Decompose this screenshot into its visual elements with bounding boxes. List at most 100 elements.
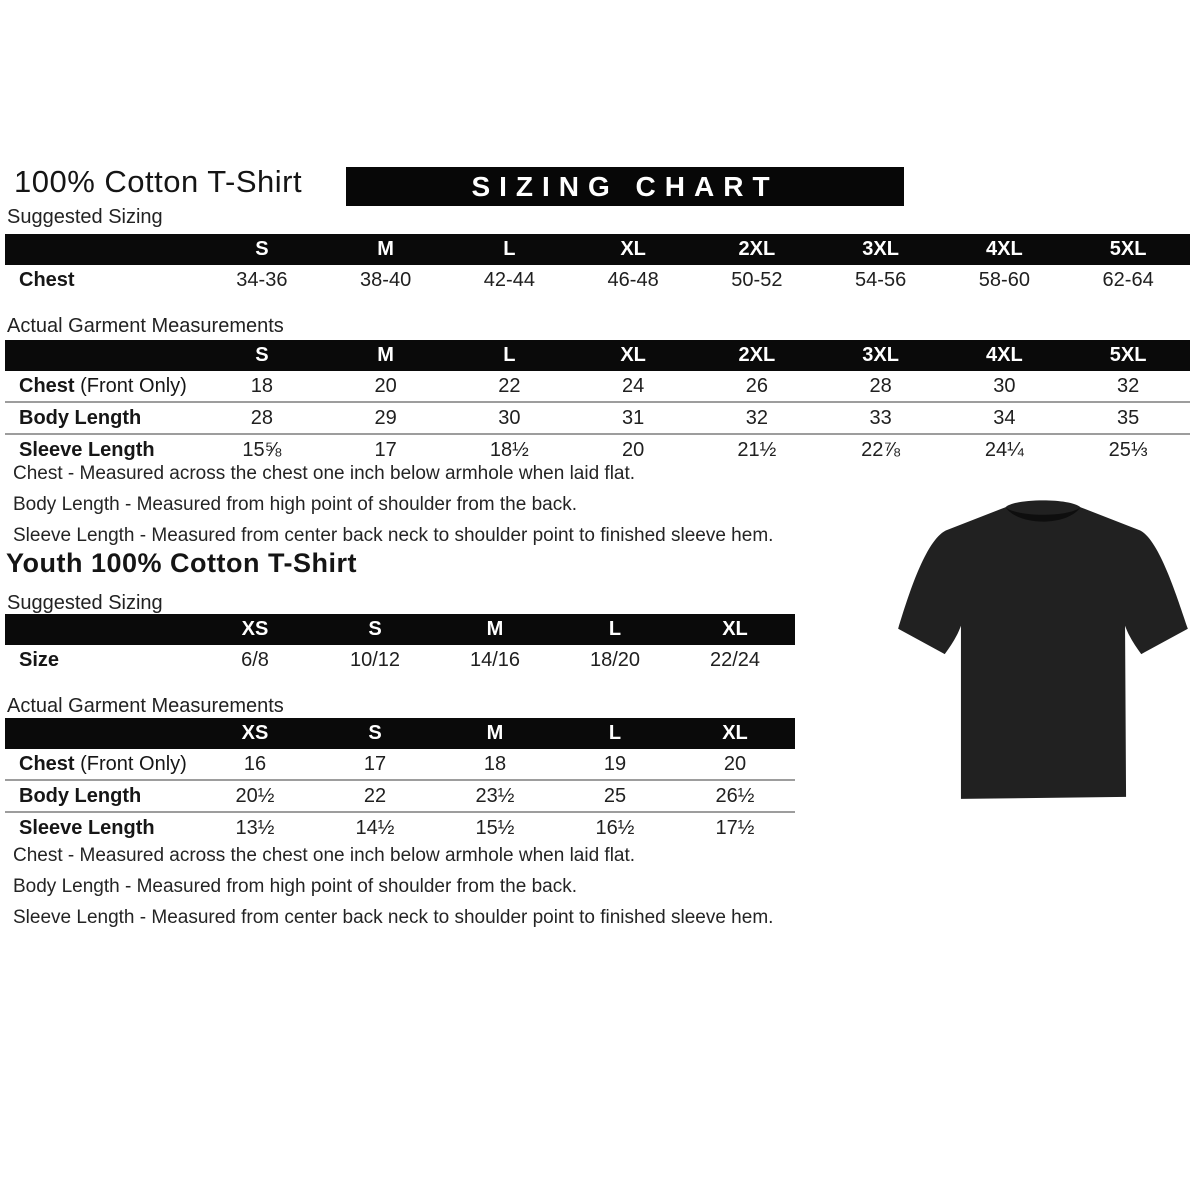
size-column-header: 5XL — [1066, 234, 1190, 265]
size-column-header: L — [555, 614, 675, 645]
measurement-value: 10/12 — [349, 648, 401, 671]
sizing-chart-banner-label: SIZING CHART — [471, 170, 779, 202]
row-label-suffix: (Front Only) — [74, 374, 187, 397]
size-column-header: 3XL — [818, 234, 943, 265]
measurement-value: 20½ — [195, 779, 315, 812]
size-table-corner — [5, 340, 200, 371]
measurement-value: 17 — [363, 752, 387, 775]
measurement-value: 22 — [498, 374, 521, 397]
measurement-value: 35 — [1066, 401, 1190, 434]
youth-measurement-notes: Chest - Measured across the chest one in… — [13, 846, 773, 939]
measurement-value: 14½ — [315, 811, 435, 843]
measurement-value: 18½ — [447, 433, 572, 465]
measurement-value: 50-52 — [731, 268, 783, 291]
row-label: Body Length — [5, 401, 200, 434]
note-body-length: Body Length - Measured from high point o… — [13, 876, 577, 897]
size-column-header: XL — [675, 718, 795, 749]
row-label-text: Body Length — [19, 406, 142, 429]
size-column-header: XL — [675, 614, 795, 645]
measurement-value: 31 — [571, 401, 695, 434]
row-label: Chest (Front Only) — [5, 371, 200, 402]
measurement-value: 42-44 — [483, 268, 535, 291]
size-column-header: 4XL — [942, 340, 1067, 371]
measurement-value: 58-60 — [978, 268, 1030, 291]
measurement-value: 26½ — [675, 779, 795, 812]
measurement-value: 18 — [483, 752, 507, 775]
measurement-value: 26 — [745, 374, 768, 397]
size-column-header: XS — [195, 718, 315, 749]
black-tshirt-image — [898, 500, 1188, 799]
size-column-header: 2XL — [695, 340, 819, 371]
row-label: Size — [5, 645, 195, 675]
measurement-value: 62-64 — [1102, 268, 1154, 291]
measurement-value: 28 — [200, 401, 324, 434]
measurement-value: 28 — [869, 374, 892, 397]
adult-suggested-sizing-label: Suggested Sizing — [7, 206, 163, 228]
measurement-value: 22/24 — [709, 648, 761, 671]
size-column-header: M — [323, 340, 448, 371]
size-table-header-row: XS S M L XL — [5, 614, 795, 645]
size-column-header: S — [315, 718, 435, 749]
sizing-chart-banner: SIZING CHART — [346, 167, 904, 206]
measurement-value: 30 — [447, 401, 572, 434]
size-column-header: XL — [571, 340, 695, 371]
measurement-value: 18 — [250, 374, 273, 397]
size-table: S M L XL 2XL 3XL 4XL 5XL Chest (Front Only) 18 20 2… — [5, 340, 1190, 465]
measurement-value: 32 — [695, 401, 819, 434]
size-column-header: M — [435, 718, 555, 749]
measurement-value: 21½ — [695, 433, 819, 465]
measurement-value: 20 — [571, 433, 695, 465]
size-table-header-row: S M L XL 2XL 3XL 4XL 5XL — [5, 234, 1190, 265]
measurement-value: 17½ — [675, 811, 795, 843]
size-column-header: M — [323, 234, 448, 265]
note-sleeve-length: Sleeve Length - Measured from center bac… — [13, 525, 774, 546]
size-table: XS S M L XL Chest (Front Only) 16 17 18 19 20 Body … — [5, 718, 795, 843]
row-label-text: Chest — [19, 752, 75, 775]
measurement-value: 22 — [315, 779, 435, 812]
measurement-value: 23½ — [435, 779, 555, 812]
size-column-header: XL — [571, 234, 695, 265]
size-column-header: L — [447, 340, 572, 371]
table-row: Sleeve Length 15⅝ 17 18½ 20 21½ 22⅞ 24¼ 25⅓ — [5, 433, 1190, 465]
measurement-value: 18/20 — [589, 648, 641, 671]
table-row: Sleeve Length 13½ 14½ 15½ 16½ 17½ — [5, 811, 795, 843]
measurement-value: 38-40 — [360, 268, 412, 291]
table-row: Size 6/8 10/12 14/16 18/20 22/24 — [5, 645, 795, 675]
size-column-header: L — [447, 234, 572, 265]
measurement-value: 6/8 — [241, 648, 269, 671]
measurement-value: 33 — [818, 401, 943, 434]
row-label-text: Chest — [19, 268, 75, 291]
size-column-header: 4XL — [942, 234, 1067, 265]
size-column-header: XS — [195, 614, 315, 645]
row-label: Chest — [5, 265, 200, 295]
row-label: Chest (Front Only) — [5, 749, 195, 780]
table-row: Body Length 20½ 22 23½ 25 26½ — [5, 779, 795, 812]
youth-suggested-sizing-label: Suggested Sizing — [7, 592, 163, 614]
measurement-value: 46-48 — [607, 268, 659, 291]
adult-measurements-table: S M L XL 2XL 3XL 4XL 5XL Chest (Front Only) 18 20 2… — [5, 340, 1190, 465]
adult-suggested-sizing-table: S M L XL 2XL 3XL 4XL 5XL Chest 34-36 38-40 42-44 46-… — [5, 234, 1190, 295]
size-table-header-row: XS S M L XL — [5, 718, 795, 749]
page-title: 100% Cotton T-Shirt — [14, 164, 303, 199]
measurement-value: 24 — [622, 374, 645, 397]
measurement-value: 22⅞ — [818, 433, 943, 465]
measurement-value: 34-36 — [236, 268, 288, 291]
measurement-value: 34 — [942, 401, 1067, 434]
measurement-value: 19 — [603, 752, 627, 775]
adult-measurements-label: Actual Garment Measurements — [7, 315, 284, 337]
size-column-header: M — [435, 614, 555, 645]
row-label: Body Length — [5, 779, 195, 812]
row-label-text: Body Length — [19, 784, 142, 807]
measurement-value: 17 — [323, 433, 448, 465]
size-column-header: 3XL — [818, 340, 943, 371]
row-label-text: Size — [19, 648, 60, 671]
youth-suggested-sizing-table: XS S M L XL Size 6/8 10/12 14/16 18/20 22/24 — [5, 614, 795, 675]
youth-measurements-label: Actual Garment Measurements — [7, 695, 284, 717]
row-label: Sleeve Length — [5, 433, 200, 465]
adult-measurement-notes: Chest - Measured across the chest one in… — [13, 464, 773, 557]
note-body-length: Body Length - Measured from high point o… — [13, 494, 577, 515]
size-column-header: S — [315, 614, 435, 645]
measurement-value: 30 — [993, 374, 1016, 397]
measurement-value: 20 — [723, 752, 747, 775]
